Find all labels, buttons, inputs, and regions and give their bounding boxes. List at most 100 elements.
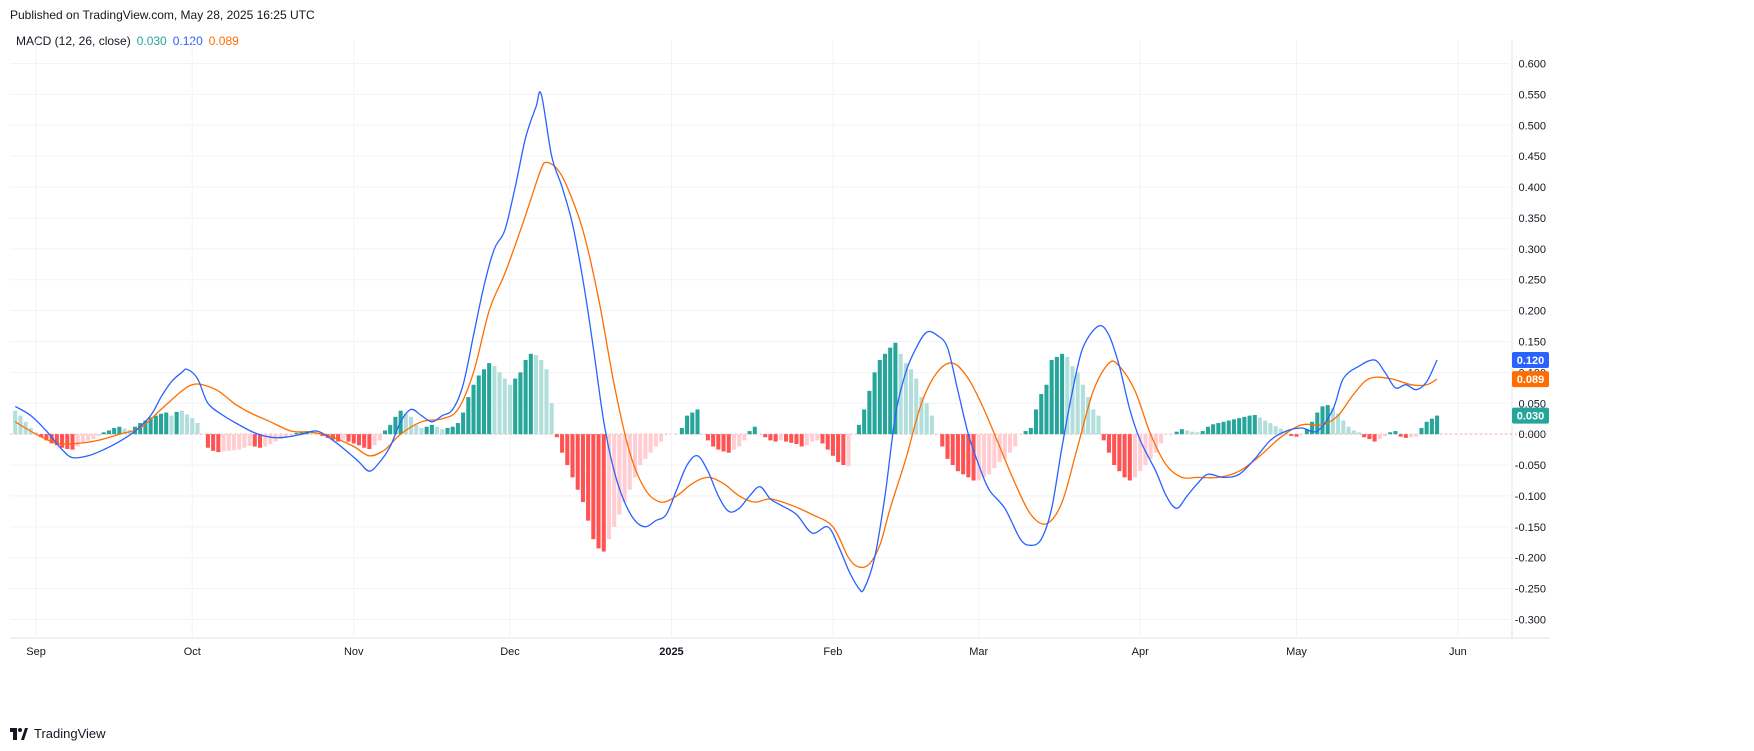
- histogram-bar: [1096, 415, 1101, 435]
- legend-histogram-value: 0.030: [136, 34, 167, 48]
- histogram-bar: [1112, 434, 1117, 466]
- macd-line: [14, 91, 1438, 593]
- histogram-bar: [252, 434, 257, 447]
- histogram-bar: [1289, 434, 1294, 437]
- histogram-bar: [54, 434, 59, 446]
- histogram-bar: [815, 434, 820, 441]
- footer-brand[interactable]: TradingView: [34, 726, 106, 741]
- histogram-bar: [34, 432, 39, 435]
- price-label-histogram: 0.030: [1512, 407, 1549, 424]
- y-tick-label: 0.550: [1518, 89, 1546, 101]
- histogram-bar: [143, 420, 148, 435]
- histogram-bar: [341, 434, 346, 440]
- histogram-bar: [60, 434, 65, 448]
- histogram-bar: [888, 347, 893, 435]
- y-tick-label: -0.050: [1515, 460, 1546, 472]
- histogram-bar: [711, 434, 716, 447]
- histogram-bar: [1336, 413, 1341, 435]
- histogram-bar: [1023, 431, 1028, 435]
- histogram-bar: [1060, 353, 1065, 435]
- histogram-bar: [877, 360, 882, 435]
- histogram-bar: [945, 434, 950, 459]
- histogram-bar: [487, 363, 492, 435]
- histogram-bar: [1346, 426, 1351, 435]
- histogram-bar: [627, 434, 632, 490]
- histogram-bar: [752, 426, 757, 435]
- histogram-bar: [867, 390, 872, 435]
- histogram-bar: [1341, 420, 1346, 435]
- histogram-bar: [1315, 412, 1320, 435]
- histogram-bar: [1205, 426, 1210, 435]
- histogram-bar: [414, 424, 419, 435]
- histogram-bar: [1044, 384, 1049, 435]
- indicator-legend[interactable]: MACD (12, 26, close) 0.030 0.120 0.089: [16, 34, 239, 48]
- histogram-bar: [1330, 408, 1335, 435]
- histogram-bar: [268, 434, 273, 445]
- histogram-bar: [450, 426, 455, 435]
- price-label-signal: 0.089: [1512, 371, 1549, 388]
- histogram-bar: [1117, 434, 1122, 472]
- histogram-bar: [1320, 406, 1325, 435]
- histogram-bar: [653, 434, 658, 447]
- histogram-bar: [773, 434, 778, 442]
- histogram-bar: [1221, 421, 1226, 435]
- y-tick-label: -0.100: [1515, 491, 1546, 503]
- tradingview-logo-icon: [10, 727, 28, 740]
- histogram-bar: [1310, 421, 1315, 435]
- histogram-bar: [86, 434, 91, 441]
- histogram-bar: [1367, 434, 1372, 440]
- histogram-bar: [1252, 415, 1257, 435]
- histogram-bar: [242, 434, 247, 448]
- histogram-bar: [1304, 429, 1309, 435]
- histogram-bar: [1065, 356, 1070, 435]
- x-tick-label: May: [1286, 646, 1307, 658]
- histogram-bar: [1002, 434, 1007, 459]
- y-tick-label: 0.350: [1518, 213, 1546, 225]
- histogram-bar: [893, 342, 898, 435]
- histogram-bar: [929, 415, 934, 435]
- histogram-bar: [117, 426, 122, 435]
- histogram-bar: [153, 415, 158, 435]
- histogram-bar: [1382, 434, 1388, 437]
- histogram-bar: [1424, 421, 1429, 435]
- histogram-bar: [70, 434, 75, 450]
- histogram-bar: [565, 434, 570, 466]
- histogram-bar: [1403, 434, 1408, 438]
- histogram-bar: [492, 366, 497, 435]
- histogram-bar: [476, 375, 481, 435]
- histogram-bar: [1263, 420, 1268, 435]
- histogram-bar: [1273, 426, 1278, 435]
- histogram-bar: [856, 424, 861, 435]
- histogram-bar: [924, 403, 929, 435]
- x-tick-label: Feb: [823, 646, 842, 658]
- histogram-bar: [992, 434, 997, 469]
- histogram-bar: [1101, 434, 1106, 441]
- histogram-bar: [690, 412, 695, 435]
- histogram-bar: [1294, 434, 1299, 437]
- histogram-bar: [1138, 434, 1143, 472]
- x-tick-label: Apr: [1132, 646, 1149, 658]
- histogram-bar: [737, 434, 742, 447]
- y-tick-label: 0.400: [1518, 182, 1546, 194]
- histogram-bar: [987, 434, 992, 475]
- histogram-bar: [810, 434, 815, 442]
- histogram-bar: [1231, 419, 1236, 435]
- histogram-bar: [716, 434, 721, 450]
- price-label-text: 0.120: [1517, 355, 1545, 367]
- histogram-bar: [310, 432, 315, 435]
- histogram-bar: [768, 434, 773, 441]
- y-tick-label: 0.000: [1518, 429, 1546, 441]
- histogram-bar: [763, 434, 768, 438]
- x-tick-label: Dec: [500, 646, 520, 658]
- histogram-bar: [80, 434, 85, 444]
- histogram-bar: [909, 369, 914, 435]
- histogram-bar: [1007, 434, 1013, 453]
- histogram-bar: [940, 434, 945, 447]
- histogram-bar: [961, 434, 966, 475]
- histogram-bar: [346, 434, 351, 442]
- histogram-bar: [106, 430, 111, 435]
- price-label-text: 0.089: [1517, 374, 1545, 386]
- histogram-bar: [659, 434, 664, 442]
- histogram-bar: [1242, 416, 1247, 435]
